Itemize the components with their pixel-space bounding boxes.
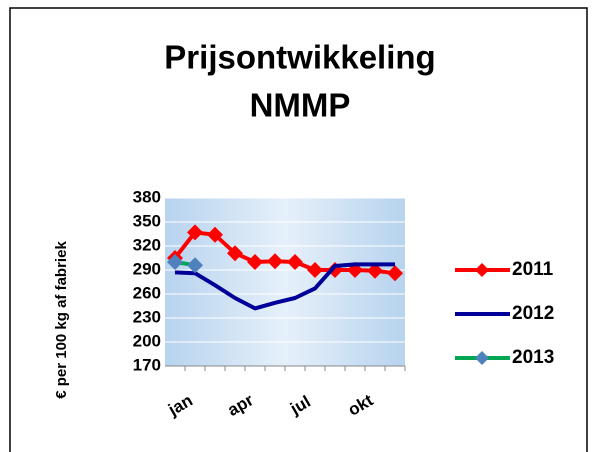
y-tick-label: 380 <box>133 187 161 206</box>
y-tick-label: 260 <box>133 283 161 302</box>
marker <box>367 262 383 279</box>
legend-marker <box>475 351 489 365</box>
y-tick-label: 290 <box>133 259 161 278</box>
y-tick-label: 200 <box>133 331 161 350</box>
marker <box>267 253 283 270</box>
marker <box>227 245 243 262</box>
marker <box>187 224 203 241</box>
chart-title: NMMP <box>250 87 351 124</box>
legend-label: 2011 <box>512 259 554 280</box>
marker <box>247 254 263 270</box>
marker <box>307 262 323 278</box>
marker <box>187 257 203 274</box>
y-tick-label: 170 <box>133 355 161 374</box>
legend-label: 2013 <box>512 347 554 368</box>
legend-label: 2012 <box>512 303 554 324</box>
plot-area <box>165 198 405 366</box>
y-tick-label: 230 <box>133 307 161 326</box>
marker <box>207 226 223 243</box>
marker <box>387 265 403 282</box>
legend-marker <box>475 263 489 277</box>
marker <box>287 254 303 270</box>
series-line <box>174 262 395 311</box>
y-axis-label: € per 100 kg af fabriek <box>53 241 70 399</box>
y-tick-label: 350 <box>133 211 161 230</box>
y-tick-label: 320 <box>133 235 161 254</box>
marker <box>167 254 183 270</box>
chart-title: Prijsontwikkeling <box>164 39 435 76</box>
